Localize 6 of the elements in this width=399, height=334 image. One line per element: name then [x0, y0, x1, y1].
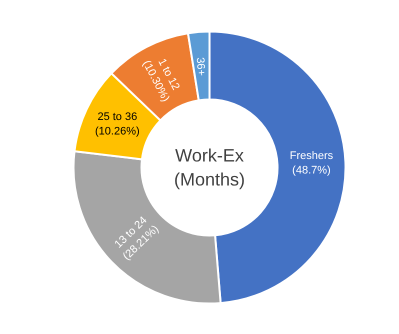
text: Work-Ex (Months) [174, 146, 246, 190]
slice-label: 36+ [194, 56, 208, 76]
slice-label: Freshers [290, 150, 334, 162]
data-label: (48.7%) [292, 164, 331, 177]
slice-label: 25 to 36 [97, 110, 138, 123]
data-label: (10.26%) [95, 125, 140, 138]
